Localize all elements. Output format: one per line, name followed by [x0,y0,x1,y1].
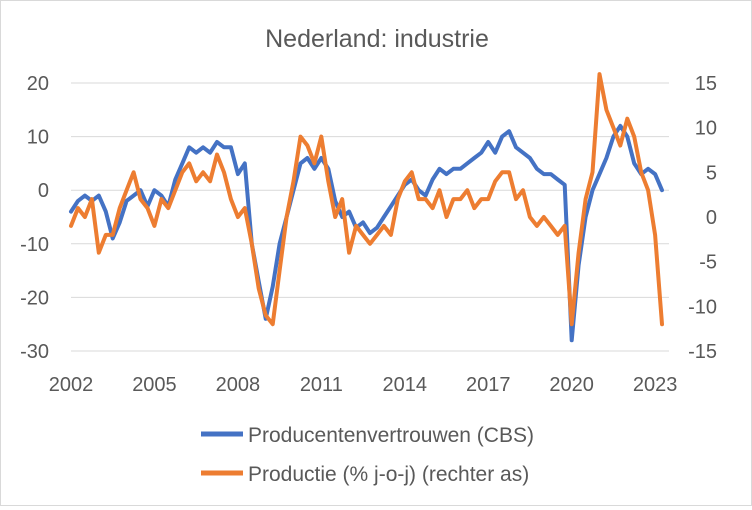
y-tick-label-right: 5 [706,162,717,184]
legend-label-producentenvertrouwen: Producentenvertrouwen (CBS) [248,424,534,447]
y-tick-label-left: -10 [20,234,49,256]
y-tick-label-left: 10 [27,127,49,149]
y-tick-label-right: -5 [699,252,717,274]
series-lines [69,72,664,343]
x-tick-label: 2002 [49,374,94,396]
y-tick-label-right: -15 [688,341,717,363]
x-tick-label: 2008 [216,374,261,396]
x-axis: 2002 2005 2008 2011 2014 2017 2020 2023 [49,374,678,396]
x-tick-label: 2011 [300,374,343,396]
y-axis-right: -15 -10 -5 0 5 10 15 [688,73,717,363]
chart-title: Nederland: industrie [265,25,489,53]
y-tick-label-right: 15 [695,73,717,95]
gridlines [71,82,669,352]
x-tick-label: 2005 [132,374,177,396]
y-tick-label-left: 0 [38,180,49,202]
y-tick-label-left: -30 [20,341,49,363]
y-tick-label-right: 0 [706,207,717,229]
x-tick-label: 2014 [383,374,428,396]
y-tick-label-right: 10 [695,118,717,140]
y-axis-left: -30 -20 -10 0 10 20 [20,73,49,363]
x-tick-label: 2023 [633,374,678,396]
legend-label-productie: Productie (% j-o-j) (rechter as) [248,463,529,486]
legend: Producentenvertrouwen (CBS) Productie (%… [201,424,534,486]
y-tick-label-left: -20 [20,287,49,309]
y-tick-label-left: 20 [27,73,49,95]
series-line-2 [69,72,664,327]
x-tick-label: 2017 [466,374,511,396]
x-tick-label: 2020 [549,374,594,396]
y-tick-label-right: -10 [688,296,717,318]
